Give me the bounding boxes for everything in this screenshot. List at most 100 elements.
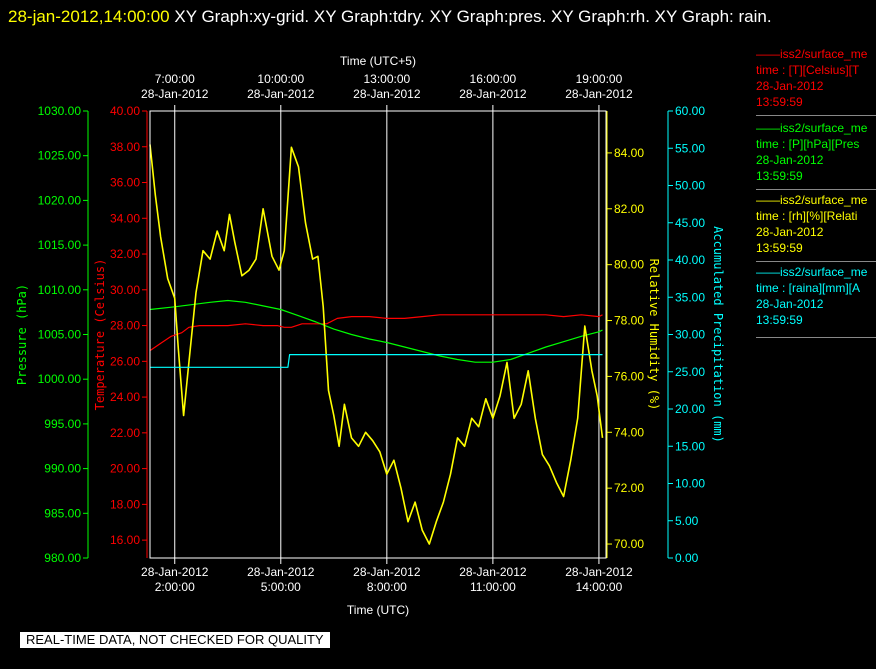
temperature-tick-label-6: 28.00 [110, 319, 140, 333]
axis-layer: 28-Jan-20122:00:0028-Jan-20125:00:0028-J… [15, 54, 725, 617]
x-tick-label-top-2-date: 28-Jan-2012 [353, 87, 421, 101]
legend-temperature-date: 28-Jan-2012 [756, 79, 824, 93]
bottom-axis-title: Time (UTC) [347, 603, 409, 617]
temperature-axis-title: Temperature (Celsius) [93, 259, 107, 411]
humidity-tick-label-0: 70.00 [614, 537, 644, 551]
pressure-tick-label-3: 995.00 [44, 417, 81, 431]
x-tick-label-top-4-time: 19:00:00 [576, 72, 623, 86]
precip-tick-label-1: 5.00 [675, 514, 699, 528]
pressure-tick-label-0: 980.00 [44, 551, 81, 565]
temperature-tick-label-1: 18.00 [110, 497, 140, 511]
temperature-tick-label-9: 34.00 [110, 211, 140, 225]
legend-humidity-name: ——iss2/surface_me [756, 193, 868, 207]
temperature-tick-label-10: 36.00 [110, 176, 140, 190]
pressure-tick-label-5: 1005.00 [38, 328, 82, 342]
x-tick-label-top-1-time: 10:00:00 [257, 72, 304, 86]
quality-disclaimer: REAL-TIME DATA, NOT CHECKED FOR QUALITY [20, 632, 330, 648]
legend-entry-precip: ——iss2/surface_me time : [raina][mm][A 2… [756, 264, 876, 338]
x-tick-label-top-3-date: 28-Jan-2012 [459, 87, 527, 101]
pressure-tick-label-2: 990.00 [44, 462, 81, 476]
humidity-tick-label-6: 82.00 [614, 202, 644, 216]
temperature-tick-label-5: 26.00 [110, 354, 140, 368]
legend-temperature-field: time : [T][Celsius][T [756, 63, 860, 77]
pressure-tick-label-1: 985.00 [44, 506, 81, 520]
legend-precip-field: time : [raina][mm][A [756, 281, 861, 295]
legend-temperature-name: ——iss2/surface_me [756, 47, 868, 61]
x-tick-label-bottom-4-date: 28-Jan-2012 [565, 565, 633, 579]
precip-tick-label-2: 10.00 [675, 477, 705, 491]
x-tick-label-bottom-0-date: 28-Jan-2012 [141, 565, 209, 579]
humidity-tick-label-4: 78.00 [614, 314, 644, 328]
legend-entry-pressure: ——iss2/surface_me time : [P][hPa][Pres 2… [756, 120, 876, 190]
x-tick-label-top-4-date: 28-Jan-2012 [565, 87, 633, 101]
precip-series-line [150, 354, 603, 368]
temperature-tick-label-4: 24.00 [110, 390, 140, 404]
precip-tick-label-3: 15.00 [675, 439, 705, 453]
pressure-tick-label-7: 1015.00 [38, 238, 82, 252]
precip-tick-label-7: 35.00 [675, 290, 705, 304]
temperature-tick-label-12: 40.00 [110, 104, 140, 118]
x-tick-label-top-0-date: 28-Jan-2012 [141, 87, 209, 101]
precip-axis-title: Accumulated Precipitation (mm) [711, 226, 725, 443]
x-tick-label-top-0-time: 7:00:00 [155, 72, 195, 86]
legend-pressure-field: time : [P][hPa][Pres [756, 137, 860, 151]
precip-tick-label-4: 20.00 [675, 402, 705, 416]
humidity-tick-label-7: 84.00 [614, 146, 644, 160]
grid-layer [174, 111, 600, 558]
x-tick-label-top-1-date: 28-Jan-2012 [247, 87, 315, 101]
legend-humidity-time: 13:59:59 [756, 241, 803, 255]
pressure-tick-label-6: 1010.00 [38, 283, 82, 297]
series-layer [149, 144, 604, 545]
window-title: 28-jan-2012,14:00:00 XY Graph:xy-grid. X… [8, 2, 868, 31]
legend-humidity-field: time : [rh][%][Relati [756, 209, 858, 223]
temperature-series-line [149, 314, 603, 352]
pressure-tick-label-4: 1000.00 [38, 372, 82, 386]
pressure-axis-title: Pressure (hPa) [15, 284, 29, 385]
legend-entry-humidity: ——iss2/surface_me time : [rh][%][Relati … [756, 192, 876, 262]
title-graph-list: XY Graph:xy-grid. XY Graph:tdry. XY Grap… [169, 7, 772, 26]
temperature-tick-label-7: 30.00 [110, 283, 140, 297]
precip-tick-label-10: 50.00 [675, 179, 705, 193]
x-tick-label-bottom-0-time: 2:00:00 [155, 580, 195, 594]
precip-tick-label-6: 30.00 [675, 328, 705, 342]
x-tick-label-top-3-time: 16:00:00 [470, 72, 517, 86]
legend-temperature-time: 13:59:59 [756, 95, 803, 109]
temperature-tick-label-8: 32.00 [110, 247, 140, 261]
legend-humidity-date: 28-Jan-2012 [756, 225, 824, 239]
precip-tick-label-5: 25.00 [675, 365, 705, 379]
x-tick-label-bottom-3-date: 28-Jan-2012 [459, 565, 527, 579]
humidity-axis-title: Relative Humidity (%) [647, 259, 661, 411]
legend-precip-name: ——iss2/surface_me [756, 265, 868, 279]
humidity-series-line [149, 144, 604, 545]
temperature-tick-label-0: 16.00 [110, 533, 140, 547]
temperature-tick-label-3: 22.00 [110, 426, 140, 440]
x-tick-label-bottom-2-time: 8:00:00 [367, 580, 407, 594]
temperature-tick-label-11: 38.00 [110, 140, 140, 154]
x-tick-label-bottom-3-time: 11:00:00 [470, 580, 516, 594]
x-tick-label-bottom-2-date: 28-Jan-2012 [353, 565, 421, 579]
temperature-tick-label-2: 20.00 [110, 462, 140, 476]
pressure-tick-label-9: 1025.00 [38, 149, 82, 163]
legend-precip-date: 28-Jan-2012 [756, 297, 824, 311]
legend-pressure-name: ——iss2/surface_me [756, 121, 868, 135]
pressure-series-line [149, 299, 603, 363]
title-datetime: 28-jan-2012,14:00:00 [8, 7, 170, 26]
x-tick-label-bottom-1-time: 5:00:00 [261, 580, 301, 594]
top-axis-title: Time (UTC+5) [340, 54, 416, 68]
humidity-tick-label-5: 80.00 [614, 258, 644, 272]
pressure-tick-label-8: 1020.00 [38, 193, 82, 207]
legend-pressure-time: 13:59:59 [756, 169, 803, 183]
legend-precip-time: 13:59:59 [756, 313, 803, 327]
precip-tick-label-11: 55.00 [675, 141, 705, 155]
x-tick-label-top-2-time: 13:00:00 [363, 72, 410, 86]
precip-tick-label-0: 0.00 [675, 551, 699, 565]
x-tick-label-bottom-4-time: 14:00:00 [576, 580, 623, 594]
precip-tick-label-9: 45.00 [675, 216, 705, 230]
x-tick-label-bottom-1-date: 28-Jan-2012 [247, 565, 315, 579]
humidity-tick-label-2: 74.00 [614, 425, 644, 439]
legend-entry-temperature: ——iss2/surface_me time : [T][Celsius][T … [756, 46, 876, 116]
precip-tick-label-8: 40.00 [675, 253, 705, 267]
humidity-tick-label-3: 76.00 [614, 369, 644, 383]
plot-frame [149, 110, 607, 559]
